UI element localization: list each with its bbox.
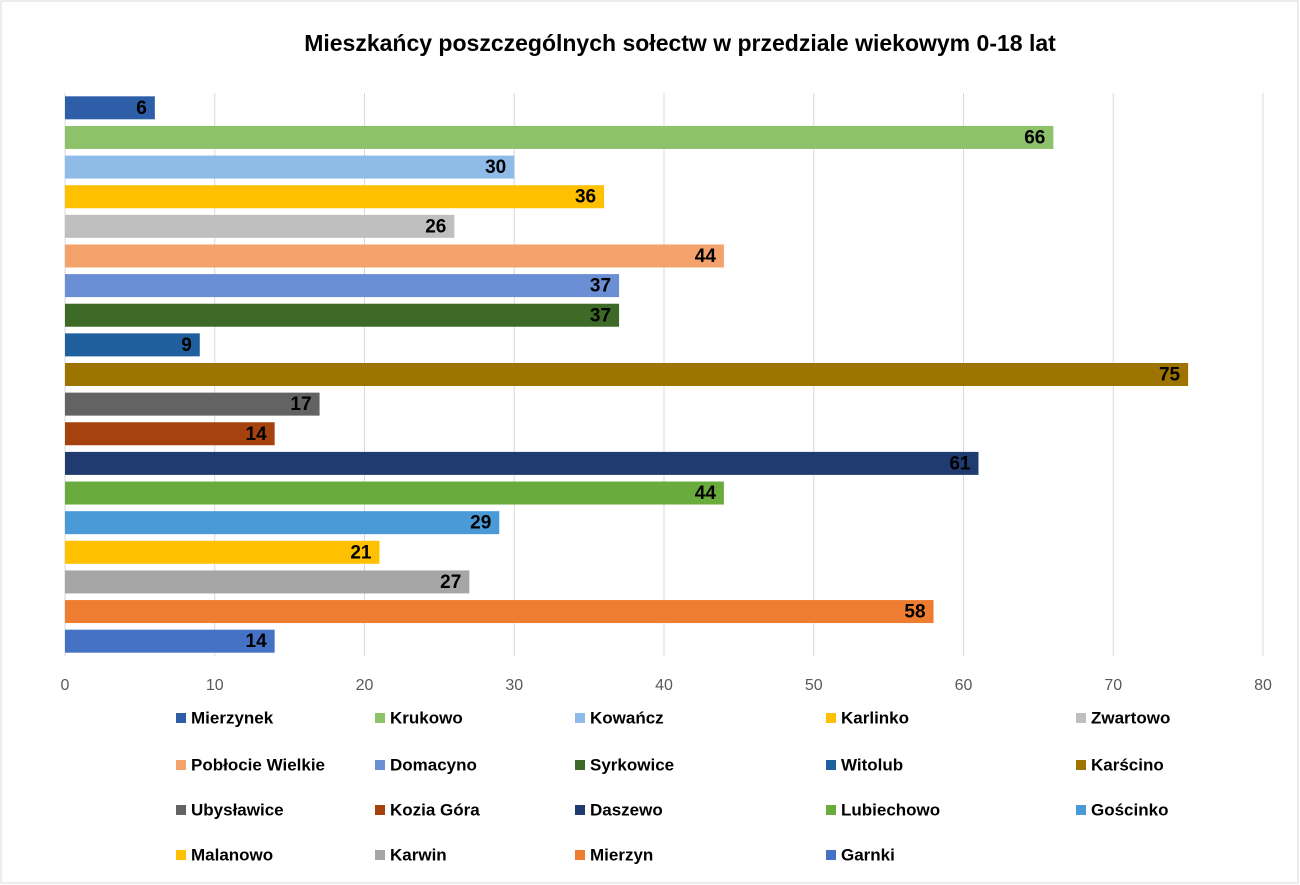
legend-label: Kozia Góra [390,800,480,819]
x-tick-label: 30 [505,677,523,694]
bar [65,481,724,505]
legend-label: Mierzynek [191,708,274,727]
bar [65,214,455,238]
legend-label: Karlinko [841,708,909,727]
legend-swatch [826,805,836,815]
legend-label: Karwin [390,845,447,864]
data-label: 14 [246,424,268,445]
legend-label: Syrkowice [590,755,674,774]
legend-swatch [1076,713,1086,723]
legend-swatch [826,850,836,860]
legend-swatch [176,805,186,815]
x-tick-label: 0 [61,677,70,694]
data-label: 44 [695,246,717,267]
x-tick-label: 80 [1254,677,1272,694]
legend-swatch [826,713,836,723]
data-label: 37 [590,305,611,326]
legend-swatch [826,760,836,770]
legend-swatch [575,760,585,770]
bar [65,96,155,120]
bar [65,155,515,179]
legend-swatch [375,850,385,860]
legend-swatch [1076,805,1086,815]
x-tick-label: 70 [1104,677,1122,694]
bar [65,600,934,624]
bar [65,451,979,475]
legend-label: Pobłocie Wielkie [191,755,325,774]
bar [65,570,470,594]
bar [65,125,1054,149]
legend-label: Kowańcz [590,708,664,727]
legend-swatch [375,805,385,815]
data-label: 29 [470,513,491,534]
bar [65,511,500,535]
data-label: 66 [1024,127,1045,148]
data-label: 6 [136,98,147,119]
data-label: 27 [440,572,461,593]
data-label: 75 [1159,365,1181,386]
x-tick-label: 60 [955,677,973,694]
bar [65,333,200,357]
legend-swatch [176,850,186,860]
legend-label: Garnki [841,845,895,864]
bar [65,274,620,298]
legend-label: Gościnko [1091,800,1168,819]
legend-label: Daszewo [590,800,663,819]
bar [65,244,724,268]
legend-label: Domacyno [390,755,477,774]
data-label: 21 [350,542,372,563]
x-tick-label: 40 [655,677,673,694]
legend-label: Ubysławice [191,800,284,819]
chart-title: Mieszkańcy poszczególnych sołectw w prze… [304,30,1056,56]
data-label: 44 [695,483,717,504]
data-label: 26 [425,216,446,237]
bar [65,540,380,564]
legend-swatch [575,850,585,860]
legend-swatch [375,713,385,723]
legend-swatch [176,760,186,770]
x-tick-label: 50 [805,677,823,694]
data-label: 37 [590,276,611,297]
data-label: 58 [904,602,925,623]
x-tick-label: 20 [356,677,374,694]
data-label: 17 [290,394,311,415]
data-label: 61 [949,453,971,474]
bar [65,392,320,416]
data-label: 9 [181,335,192,356]
data-label: 14 [246,631,268,652]
legend-swatch [176,713,186,723]
legend-label: Krukowo [390,708,463,727]
legend-label: Witolub [841,755,903,774]
legend-label: Zwartowo [1091,708,1170,727]
bar [65,303,620,327]
bar [65,363,1189,386]
legend-swatch [575,805,585,815]
bar [65,629,275,653]
legend-label: Karścino [1091,755,1164,774]
legend-label: Lubiechowo [841,800,940,819]
data-label: 30 [485,157,506,178]
legend-label: Mierzyn [590,845,653,864]
legend-swatch [1076,760,1086,770]
bar [65,422,275,446]
x-tick-label: 10 [206,677,224,694]
legend-label: Malanowo [191,845,273,864]
data-label: 36 [575,187,596,208]
bar [65,185,605,209]
legend-swatch [575,713,585,723]
legend-swatch [375,760,385,770]
